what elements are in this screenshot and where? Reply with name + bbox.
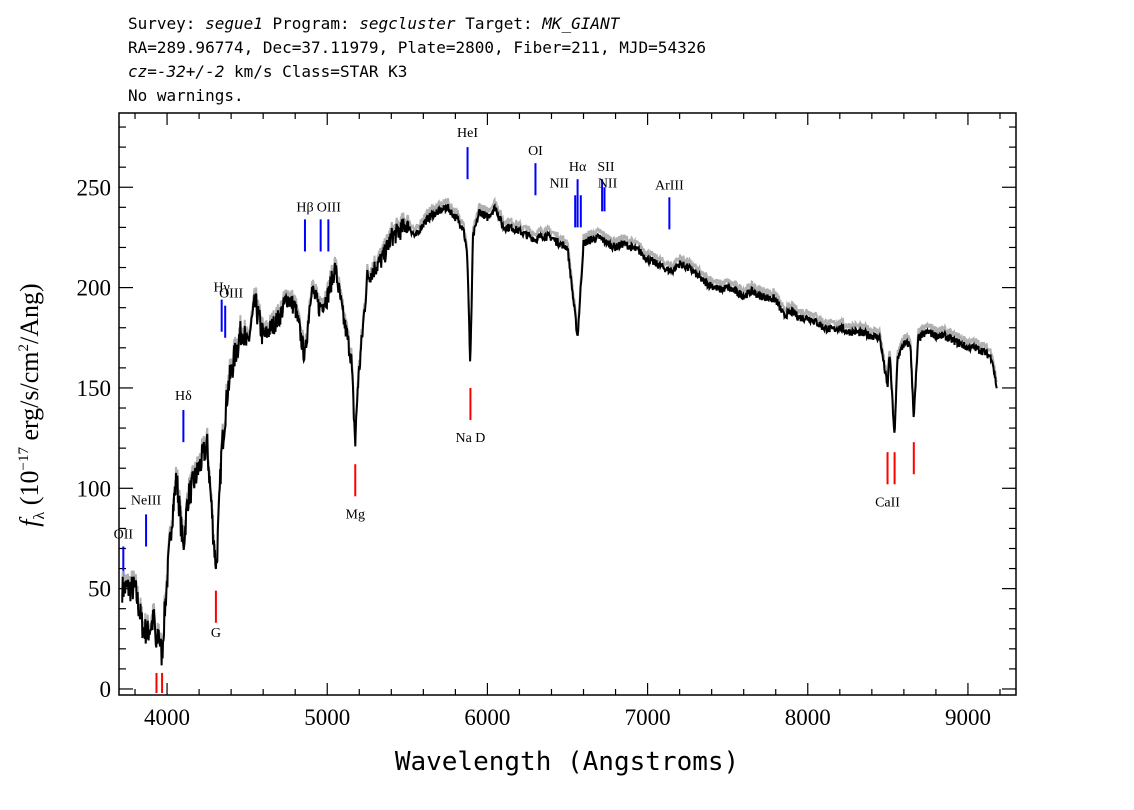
target-label: Target: [465,14,533,33]
target-value: MK_GIANT [542,14,620,33]
x-tick-label: 9000 [945,705,991,730]
y-tick-label: 50 [88,577,111,602]
y-tick-label: 100 [77,476,112,501]
x-tick-label: 4000 [144,705,190,730]
emission-line-label: NII [598,176,618,191]
emission-line-label: Hβ [296,200,313,215]
survey-label: Survey: [128,14,196,33]
x-axis-ticks: 4000 5000 6000 7000 8000 9000 [134,113,1001,730]
absorption-line-label: Na D [455,431,485,446]
emission-line-label: OII [114,527,134,542]
survey-value: segue1 [205,14,263,33]
x-tick-label: 6000 [464,705,510,730]
header-line-1: Survey: segue1 Program: segcluster Targe… [128,16,619,32]
error-trace [121,196,998,660]
x-tick-label: 5000 [304,705,350,730]
y-axis-ticks: 0 50 100 150 200 250 [77,126,1016,702]
y-tick-label: 200 [77,276,112,301]
emission-line-label: HeI [457,126,478,141]
x-tick-label: 8000 [785,705,831,730]
emission-line-label: OIII [317,200,341,215]
redshift-unit: km/s [233,62,273,81]
y-axis-label: fλ (10−17 erg/s/cm2/Ang) [15,283,48,526]
emission-line-label: OI [528,144,543,159]
emission-line-label: NII [549,176,569,191]
x-tick-label: 7000 [625,705,671,730]
x-axis-label: Wavelength (Angstroms) [395,747,739,777]
program-value: segcluster [359,14,456,33]
plot-frame [118,112,1017,696]
spectrum-line [121,203,998,666]
redshift-value: cz=-32+/-2 [128,62,225,81]
emission-line-label: Hδ [175,389,192,404]
emission-line-label: ArIII [655,178,684,193]
header-line-2: RA=289.96774, Dec=37.11979, Plate=2800, … [128,38,706,57]
spectrum-series [121,196,998,666]
emission-line-label: Hα [569,160,587,175]
absorption-line-label: G [211,626,221,641]
emission-line-label: SII [597,160,614,175]
class-value: Class=STAR K3 [282,62,408,81]
program-label: Program: [272,14,350,33]
emission-line-label: Hγ [214,281,230,296]
header-line-4: No warnings. [128,86,244,105]
y-tick-label: 250 [77,175,112,200]
y-tick-label: 150 [77,376,112,401]
absorption-line-label: CaII [875,495,900,510]
emission-line-label: NeIII [131,493,162,508]
y-tick-label: 0 [100,677,112,702]
emission-line-label: OIII [219,287,243,302]
absorption-line-label: Mg [346,507,365,522]
header-line-3: cz=-32+/-2 km/s Class=STAR K3 [128,64,407,80]
